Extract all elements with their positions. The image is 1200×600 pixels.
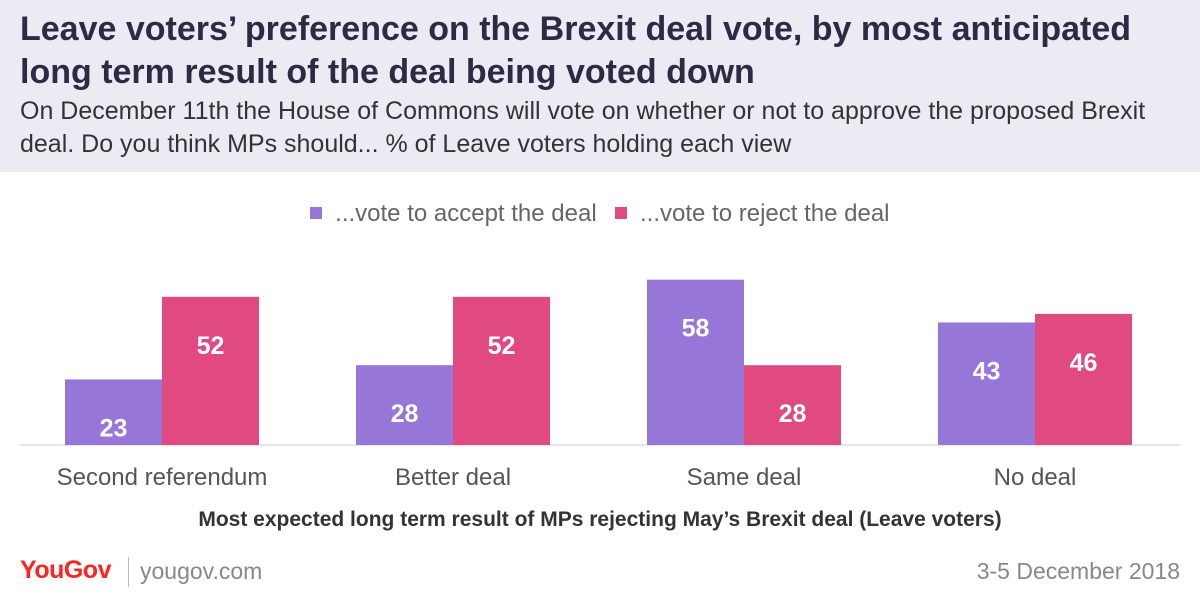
survey-date: 3-5 December 2018 (976, 558, 1180, 584)
yougov-logo: YouGov (20, 556, 111, 584)
header-band: Leave voters’ preference on the Brexit d… (0, 0, 1200, 172)
bar-reject-3 (1035, 313, 1132, 445)
data-label-accept-1: 28 (391, 400, 419, 428)
category-label-0: Second referendum (57, 464, 268, 491)
data-label-reject-3: 46 (1070, 349, 1098, 377)
footer-url[interactable]: yougov.com (140, 558, 263, 584)
legend-item-accept: ...vote to accept the deal (310, 200, 597, 228)
x-axis-title: Most expected long term result of MPs re… (198, 508, 1002, 531)
bar-reject-1 (453, 296, 550, 445)
data-label-accept-2: 58 (682, 315, 710, 343)
data-label-accept-0: 23 (100, 414, 128, 442)
data-label-reject-0: 52 (197, 332, 225, 360)
data-label-accept-3: 43 (973, 357, 1001, 385)
data-label-reject-1: 52 (488, 332, 516, 360)
bar-accept-2 (647, 279, 744, 445)
bar-accept-0 (65, 379, 162, 445)
bar-accept-1 (356, 365, 453, 445)
legend: ...vote to accept the deal ...vote to re… (0, 200, 1200, 228)
bar-reject-0 (162, 296, 259, 445)
legend-swatch-accept (310, 206, 323, 219)
category-label-1: Better deal (395, 464, 511, 491)
chart-subtitle: On December 11th the House of Commons wi… (20, 97, 1146, 158)
legend-label-reject: ...vote to reject the deal (640, 200, 890, 227)
bar-accept-3 (938, 322, 1035, 445)
legend-label-accept: ...vote to accept the deal (335, 200, 597, 227)
category-label-2: Same deal (687, 464, 802, 491)
legend-swatch-reject (615, 206, 628, 219)
legend-item-reject: ...vote to reject the deal (615, 200, 890, 228)
bar-reject-2 (744, 365, 841, 445)
footer-divider (128, 557, 129, 587)
chart-title: Leave voters’ preference on the Brexit d… (20, 10, 1132, 91)
category-label-3: No deal (994, 464, 1077, 491)
data-label-reject-2: 28 (779, 400, 807, 428)
bar-chart: 23 52 Second referendum 28 52 Better deal 58 28… (20, 279, 1180, 491)
